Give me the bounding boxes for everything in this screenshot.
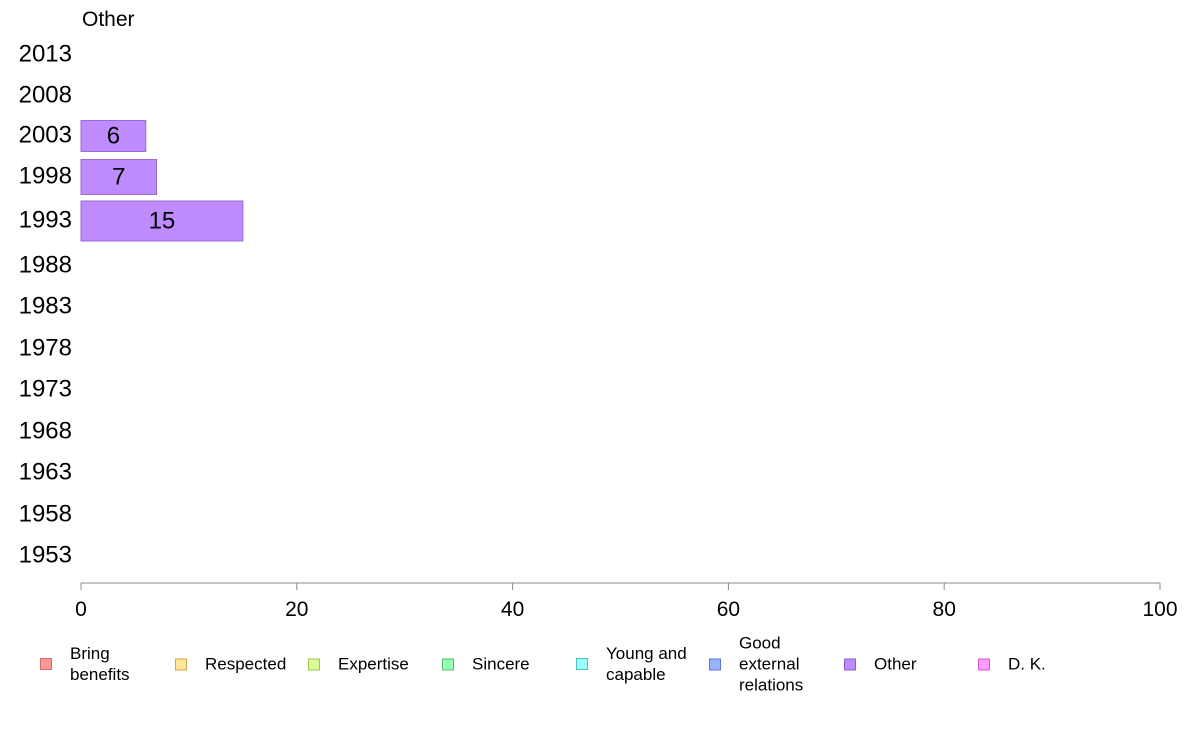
y-tick-label: 2008 bbox=[19, 81, 72, 108]
legend-item: Other bbox=[844, 654, 917, 675]
legend-item: Young and capable bbox=[576, 643, 687, 685]
x-tick-label: 40 bbox=[501, 598, 524, 621]
chart-title: Other bbox=[82, 8, 135, 31]
y-tick-label: 2003 bbox=[19, 121, 72, 148]
legend-label: Other bbox=[874, 654, 917, 674]
legend-swatch bbox=[175, 658, 187, 670]
bar bbox=[80, 200, 244, 242]
bar-value-label: 15 bbox=[149, 207, 176, 234]
bar-value-label: 6 bbox=[107, 122, 120, 149]
bar-chart: Other 2013 2008 2003 1998 1993 1988 1983 1978 19… bbox=[19, 8, 1178, 621]
legend-label: Expertise bbox=[338, 654, 409, 674]
legend-swatch bbox=[308, 658, 320, 670]
y-tick-label: 1963 bbox=[19, 458, 72, 485]
y-tick-label: 1978 bbox=[19, 334, 72, 361]
legend-label: Respected bbox=[205, 654, 287, 674]
legend-item: Sincere bbox=[442, 654, 530, 675]
y-tick-label: 1983 bbox=[19, 292, 72, 319]
y-tick-label: 1993 bbox=[19, 206, 72, 233]
bar-value-label: 7 bbox=[112, 163, 125, 190]
y-tick-label: 1998 bbox=[19, 162, 72, 189]
y-tick-label: 2013 bbox=[19, 40, 72, 67]
legend-item: Good external relations bbox=[709, 633, 803, 696]
y-tick-label: 1968 bbox=[19, 417, 72, 444]
x-tick-label: 100 bbox=[1142, 598, 1177, 621]
x-tick-label: 80 bbox=[933, 598, 956, 621]
x-tick-label: 0 bbox=[75, 598, 87, 621]
x-tick-label: 60 bbox=[717, 598, 740, 621]
legend-swatch bbox=[844, 658, 856, 670]
y-tick-label: 1988 bbox=[19, 251, 72, 278]
legend-label: Young and capable bbox=[606, 644, 687, 684]
legend-swatch bbox=[709, 658, 721, 670]
legend-label: Bring benefits bbox=[70, 644, 130, 684]
legend: Bring benefits Respected Expertise Sincere Y… bbox=[0, 628, 1188, 708]
legend-item: D. K. bbox=[978, 654, 1046, 675]
bar bbox=[80, 159, 158, 195]
legend-swatch bbox=[978, 658, 990, 670]
legend-swatch bbox=[442, 658, 454, 670]
legend-label: Good external relations bbox=[739, 633, 804, 695]
x-tick-label: 20 bbox=[285, 598, 308, 621]
y-tick-label: 1973 bbox=[19, 375, 72, 402]
y-tick-label: 1953 bbox=[19, 541, 72, 568]
legend-item: Expertise bbox=[308, 654, 409, 675]
legend-label: D. K. bbox=[1008, 654, 1046, 674]
bar bbox=[80, 120, 147, 152]
legend-swatch bbox=[576, 658, 588, 670]
legend-swatch bbox=[40, 658, 52, 670]
legend-item: Respected bbox=[175, 654, 286, 675]
legend-item: Bring benefits bbox=[40, 643, 130, 685]
y-tick-label: 1958 bbox=[19, 500, 72, 527]
legend-label: Sincere bbox=[472, 654, 530, 674]
